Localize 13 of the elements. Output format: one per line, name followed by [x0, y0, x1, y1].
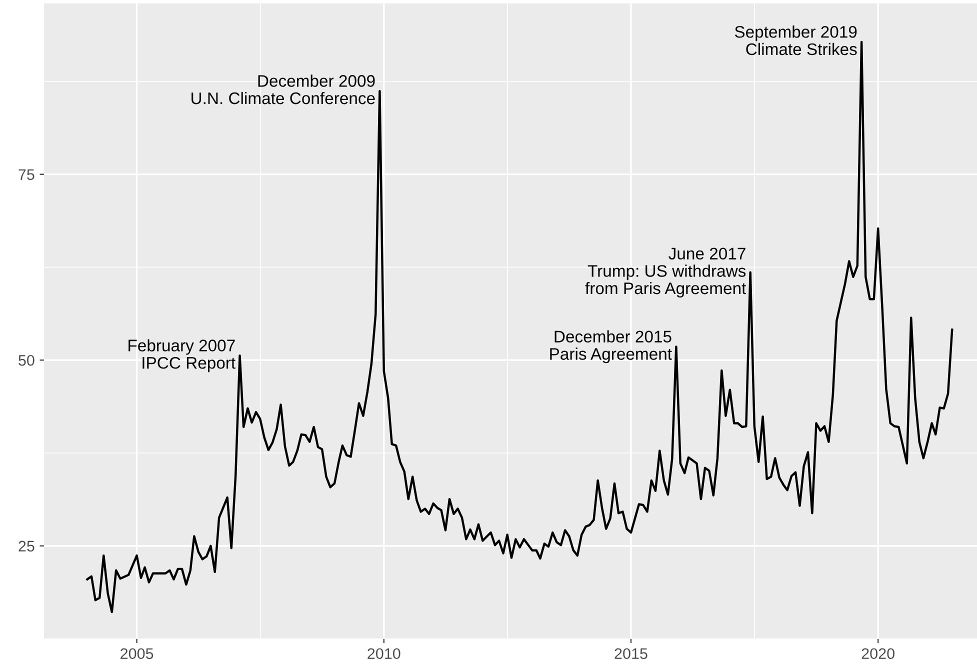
x-tick-label: 2010: [368, 648, 400, 660]
line-series: [86, 40, 954, 614]
x-tick-label: 2020: [862, 648, 894, 660]
annotation: December 2009 U.N. Climate Conference: [192, 74, 375, 104]
annotation: June 2017 Trump: US withdraws from Paris Agreement: [585, 248, 746, 298]
annotation: February 2007 IPCC Report: [128, 339, 236, 372]
annotation: September 2019 Climate Strikes: [734, 26, 857, 56]
x-tick-label: 2005: [120, 648, 154, 660]
y-tick-label: 25: [18, 540, 34, 552]
y-tick-label: 75: [18, 169, 34, 180]
x-tick-label: 2015: [614, 648, 648, 660]
y-tick-label: 50: [18, 354, 34, 366]
annotation: December 2015 Paris Agreement: [550, 330, 672, 364]
